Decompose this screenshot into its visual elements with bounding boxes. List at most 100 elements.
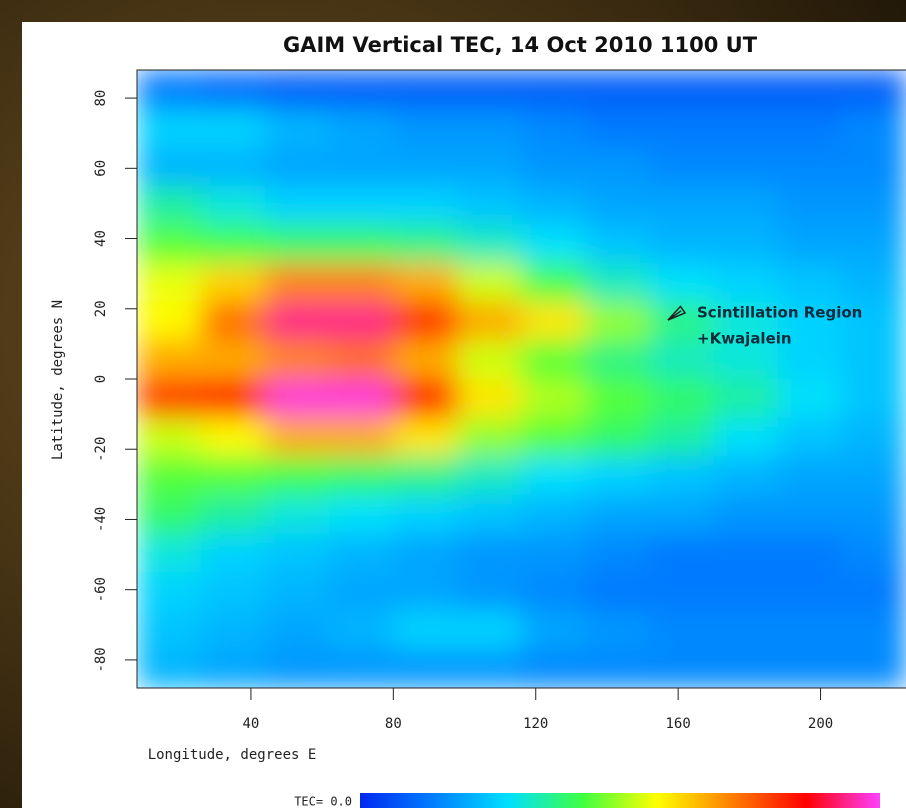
heat-cell <box>265 302 330 341</box>
heat-cell <box>650 572 715 611</box>
y-tick-label: -80 <box>93 647 109 672</box>
heat-cell <box>522 263 587 302</box>
heat-cell <box>201 109 266 148</box>
heat-cell <box>586 611 651 650</box>
heat-cell <box>650 649 715 688</box>
heat-cell <box>714 456 779 495</box>
heat-cell <box>522 379 587 418</box>
colorbar-label: TEC= 0.0 <box>294 795 352 808</box>
heat-cell <box>586 147 651 186</box>
heat-cell <box>393 109 458 148</box>
heat-cell <box>842 456 906 495</box>
heat-cell <box>329 70 394 109</box>
heat-cell <box>714 186 779 225</box>
heat-cell <box>137 611 202 650</box>
y-tick-label: -20 <box>93 437 109 462</box>
heat-cell <box>522 534 587 573</box>
heat-cell <box>522 70 587 109</box>
heat-cell <box>329 418 394 457</box>
heat-cell <box>586 534 651 573</box>
heat-cell <box>329 109 394 148</box>
heat-cell <box>329 263 394 302</box>
x-tick-label: 40 <box>242 716 259 732</box>
heat-cell <box>457 611 522 650</box>
heat-cell <box>393 70 458 109</box>
heat-cell <box>137 225 202 264</box>
heat-cell <box>522 186 587 225</box>
heat-cell <box>393 147 458 186</box>
heat-cell <box>329 225 394 264</box>
heat-cell <box>778 109 843 148</box>
heat-cell <box>265 379 330 418</box>
heat-cell <box>842 649 906 688</box>
heat-cell <box>393 340 458 379</box>
heat-cell <box>265 534 330 573</box>
heat-cell <box>457 186 522 225</box>
x-tick-label: 120 <box>523 716 548 732</box>
heat-cell <box>457 70 522 109</box>
heat-cell <box>329 495 394 534</box>
heat-cell <box>842 495 906 534</box>
y-tick-label: 20 <box>93 300 109 317</box>
heat-cell <box>201 495 266 534</box>
heat-cell <box>714 263 779 302</box>
heat-cell <box>778 186 843 225</box>
heat-cell <box>778 70 843 109</box>
heat-cell <box>842 572 906 611</box>
heat-cell <box>329 611 394 650</box>
heat-cell <box>457 147 522 186</box>
y-axis-label: Latitude, degrees N <box>50 300 66 460</box>
heat-cell <box>329 379 394 418</box>
heatmap-cells <box>137 70 906 689</box>
heat-cell <box>265 186 330 225</box>
heat-cell <box>265 456 330 495</box>
heat-cell <box>457 572 522 611</box>
heat-cell <box>586 649 651 688</box>
heat-cell <box>137 572 202 611</box>
heat-cell <box>522 418 587 457</box>
heat-cell <box>137 340 202 379</box>
heat-cell <box>201 379 266 418</box>
heat-cell <box>650 225 715 264</box>
heat-cell <box>842 109 906 148</box>
heat-cell <box>586 70 651 109</box>
heat-cell <box>393 302 458 341</box>
heat-cell <box>393 186 458 225</box>
heat-cell <box>522 649 587 688</box>
heat-cell <box>137 70 202 109</box>
heat-cell <box>714 379 779 418</box>
heat-cell <box>265 263 330 302</box>
heat-cell <box>842 340 906 379</box>
heat-cell <box>650 495 715 534</box>
heat-cell <box>714 225 779 264</box>
heat-cell <box>265 495 330 534</box>
heat-cell <box>650 147 715 186</box>
heat-cell <box>137 418 202 457</box>
heat-cell <box>842 263 906 302</box>
heat-cell <box>778 147 843 186</box>
heat-cell <box>393 225 458 264</box>
heat-cell <box>778 649 843 688</box>
heat-cell <box>393 379 458 418</box>
heat-cell <box>329 186 394 225</box>
heat-cell <box>778 495 843 534</box>
heat-cell <box>522 495 587 534</box>
heat-cell <box>778 534 843 573</box>
heat-cell <box>522 456 587 495</box>
heat-cell <box>714 495 779 534</box>
heat-cell <box>137 534 202 573</box>
y-tick-label: -40 <box>93 507 109 532</box>
heat-cell <box>714 649 779 688</box>
heat-cell <box>778 418 843 457</box>
heat-cell <box>842 70 906 109</box>
heat-cell <box>650 418 715 457</box>
heat-cell <box>457 379 522 418</box>
annotation: Scintillation Region <box>697 304 862 322</box>
heat-cell <box>778 456 843 495</box>
heat-cell <box>457 534 522 573</box>
y-tick-label: 80 <box>93 90 109 107</box>
heat-cell <box>201 649 266 688</box>
heat-cell <box>650 456 715 495</box>
heat-cell <box>586 379 651 418</box>
heat-cell <box>586 186 651 225</box>
